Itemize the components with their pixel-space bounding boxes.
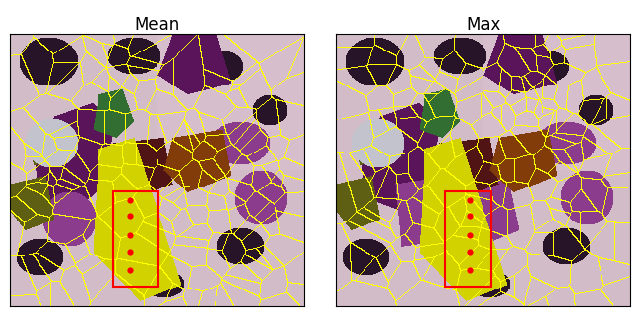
Bar [113, 191, 158, 287]
Title: Max: Max [466, 16, 500, 34]
Bar [445, 191, 491, 287]
Title: Mean: Mean [134, 16, 179, 34]
